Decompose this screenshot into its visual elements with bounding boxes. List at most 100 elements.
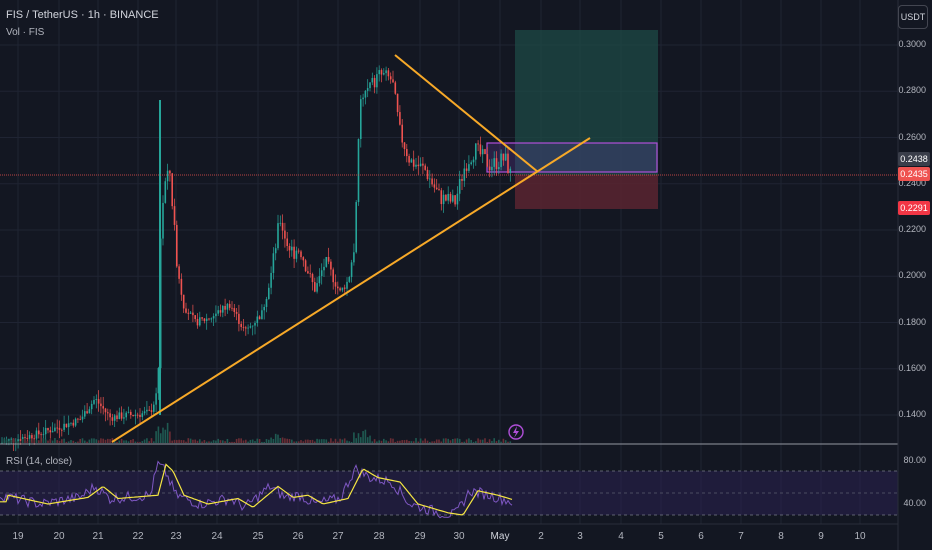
volume-bar [182,440,185,443]
volume-bar [403,440,406,443]
candle-body [507,153,509,173]
candle-body [378,70,380,75]
support-trendline[interactable] [111,137,591,443]
volume-bar [88,439,91,443]
volume-bar [316,438,318,443]
rsi-indicator-label[interactable]: RSI (14, close) [6,456,73,467]
volume-bar [341,439,344,443]
candle-body [120,412,123,419]
candle-body [442,194,445,205]
volume-bar [118,440,121,443]
candle-body [277,223,279,249]
volume-bar [54,438,56,443]
volume-bar [463,441,466,443]
candle-body [293,246,295,259]
price-tick: 0.1800 [898,316,926,327]
volume-bar [217,438,219,443]
candle-body [297,250,300,252]
candle-body [90,403,93,410]
candle-body [424,165,426,170]
volume-bar [201,441,203,443]
volume-bar [111,438,114,443]
candle-body [360,99,362,140]
volume-bar [311,439,314,443]
volume-bar [355,438,357,443]
volume-bar [212,440,215,443]
candle-body [447,193,449,201]
volume-bar [362,431,364,443]
stop-zone[interactable] [515,175,658,209]
consolidation-box[interactable] [486,142,658,173]
volume-bar [334,438,337,443]
volume-bar [159,433,162,443]
volume-bar [125,440,127,443]
candle-body [233,308,236,312]
volume-bar [233,441,236,443]
volume-bar [31,441,33,443]
time-tick: May [490,531,510,542]
volume-bar [24,438,26,443]
event-marker-icon[interactable] [508,424,524,440]
volume-bar [495,441,498,443]
volume-bar [337,441,339,443]
candle-body [88,409,91,414]
volume-bar [486,441,489,443]
target-zone[interactable] [515,30,658,175]
candle-body [224,305,226,310]
rsi-lower-level: 40.00 [903,498,926,508]
volume-bar [447,438,449,443]
volume-bar [435,439,438,443]
candle-body [164,181,167,203]
volume-bar [507,441,509,443]
candle-body [222,305,224,313]
candle-body [44,427,47,435]
time-tick: 23 [170,531,182,542]
volume-bar [279,438,282,443]
volume-bar [445,438,447,443]
candle-body [56,427,58,429]
symbol-title[interactable]: FIS / TetherUS · 1h · BINANCE [6,9,159,21]
candle-body [445,194,447,201]
time-tick: 9 [818,531,824,542]
candle-body [263,306,265,311]
resistance-trendline[interactable] [394,54,539,173]
currency-button[interactable]: USDT [898,5,928,29]
volume-bar [56,440,58,443]
volume-bar [330,438,332,443]
volume-bar [21,438,24,443]
volume-bar [65,441,68,443]
candle-body [465,168,468,171]
volume-bar [249,439,252,443]
volume-bar [431,441,433,443]
volume-bar [325,439,328,443]
candle-body [180,278,183,295]
candle-body [97,399,100,404]
volume-bar [173,439,176,443]
candle-body [265,299,268,307]
candle-body [123,417,125,419]
volume-bar [477,438,479,443]
volume-bar [226,438,229,443]
volume-bar [171,440,173,443]
candle-body [125,412,127,418]
candle-body [136,414,139,416]
candle-body [488,166,491,171]
volume-bar [371,441,374,443]
volume-bar [348,441,351,443]
volume-bar [139,441,141,443]
volume-indicator-label[interactable]: Vol · FIS [6,27,45,38]
time-tick: 21 [92,531,104,542]
candle-body [337,286,339,289]
candle-body [146,409,148,412]
volume-bar [74,441,77,443]
volume-bar [15,441,17,443]
candle-body [346,281,348,289]
volume-bar [70,440,72,443]
candle-body [288,245,291,251]
candle-body [401,124,403,143]
candle-body [341,287,344,291]
volume-bar [360,437,362,443]
volume-bar [417,441,420,443]
candle-body [210,318,213,320]
